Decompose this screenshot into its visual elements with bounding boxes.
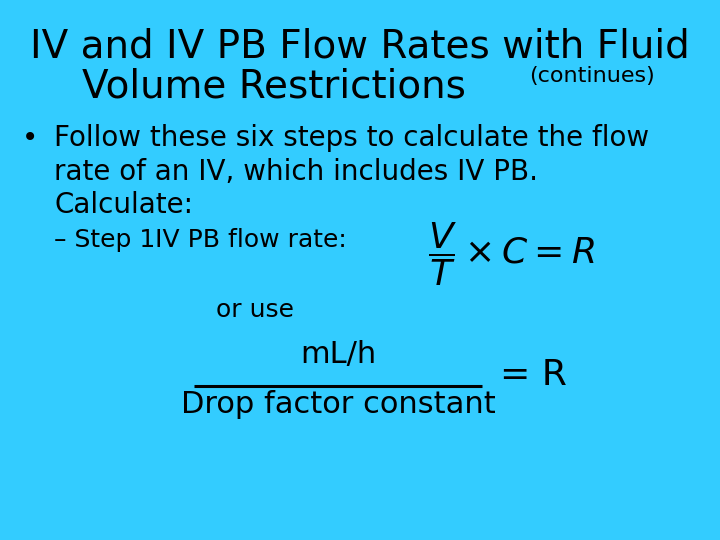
Text: Volume Restrictions: Volume Restrictions <box>81 68 466 105</box>
Text: = R: = R <box>500 359 567 392</box>
Text: – Step 1: – Step 1 <box>54 228 156 252</box>
Text: Drop factor constant: Drop factor constant <box>181 390 496 419</box>
Text: $\dfrac{V}{T} \times C = R$: $\dfrac{V}{T} \times C = R$ <box>428 220 595 288</box>
Text: mL/h: mL/h <box>300 340 377 369</box>
Text: IV and IV PB Flow Rates with Fluid: IV and IV PB Flow Rates with Fluid <box>30 27 690 65</box>
Text: rate of an IV, which includes IV PB.: rate of an IV, which includes IV PB. <box>54 158 538 186</box>
Text: Follow these six steps to calculate the flow: Follow these six steps to calculate the … <box>54 124 649 152</box>
Text: IV PB flow rate:: IV PB flow rate: <box>155 228 346 252</box>
Text: (continues): (continues) <box>529 66 655 86</box>
Text: Calculate:: Calculate: <box>54 191 193 219</box>
Text: or use: or use <box>216 298 294 322</box>
Text: •: • <box>22 124 38 152</box>
